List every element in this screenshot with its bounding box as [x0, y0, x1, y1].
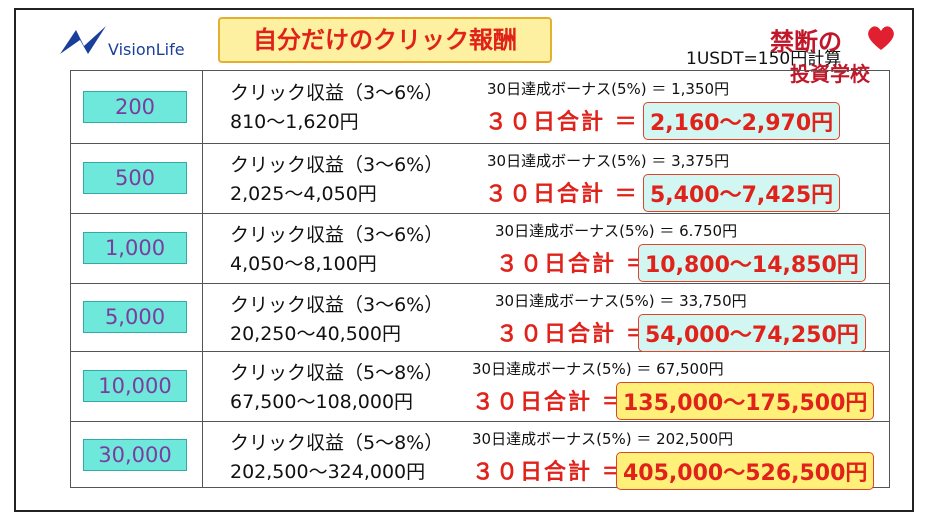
amount: 1,000 — [83, 232, 187, 264]
click-rate: クリック収益（3〜6%） — [230, 294, 444, 316]
click-range: 202,500〜324,000円 — [230, 461, 426, 483]
bonus: 30日達成ボーナス(5%) ＝ 33,750円 — [495, 292, 747, 310]
title: 自分だけのクリック報酬 — [218, 17, 552, 63]
total: 10,800〜14,850円 — [638, 244, 866, 282]
rate: 1USDT=150円計算 — [686, 49, 842, 69]
total-label: ３０日合計 ＝ — [496, 252, 650, 277]
click-rate: クリック収益（5〜8%） — [230, 432, 444, 454]
click-rate: クリック収益（5〜8%） — [230, 362, 444, 384]
click-rate: クリック収益（3〜6%） — [230, 82, 444, 104]
bonus: 30日達成ボーナス(5%) ＝ 67,500円 — [472, 360, 724, 378]
bonus: 30日達成ボーナス(5%) ＝ 3,375円 — [487, 152, 730, 170]
click-rate: クリック収益（3〜6%） — [230, 224, 444, 246]
click-range: 810〜1,620円 — [230, 111, 359, 133]
frame — [14, 8, 914, 512]
total: 54,000〜74,250円 — [638, 314, 866, 352]
click-range: 2,025〜4,050円 — [230, 183, 377, 205]
row-line — [71, 421, 889, 422]
amount: 200 — [83, 91, 187, 123]
bonus: 30日達成ボーナス(5%) ＝ 202,500円 — [472, 430, 734, 448]
click-range: 20,250〜40,500円 — [230, 323, 401, 345]
bonus: 30日達成ボーナス(5%) ＝ 6.750円 — [495, 222, 738, 240]
bonus: 30日達成ボーナス(5%) ＝ 1,350円 — [487, 80, 730, 98]
row-line — [71, 351, 889, 352]
total: 2,160〜2,970円 — [643, 102, 841, 140]
table — [70, 70, 890, 488]
total: 405,000〜526,500円 — [616, 452, 875, 490]
click-range: 4,050〜8,100円 — [230, 253, 377, 275]
row-line — [71, 283, 889, 284]
row-line — [71, 143, 889, 144]
amount: 500 — [83, 162, 187, 194]
total-label: ３０日合計 ＝ — [472, 390, 626, 415]
click-range: 67,500〜108,000円 — [230, 391, 414, 413]
total: 135,000〜175,500円 — [616, 382, 875, 420]
watermark-bottom: 投資学校 — [790, 62, 870, 86]
row-line — [71, 213, 889, 214]
column-line — [202, 71, 203, 487]
logo-icon — [60, 26, 106, 54]
amount: 10,000 — [83, 370, 187, 402]
amount: 5,000 — [83, 301, 187, 333]
logo: VisionLife — [108, 40, 185, 59]
amount: 30,000 — [83, 439, 187, 471]
heart — [868, 26, 894, 50]
total-label: ３０日合計 ＝ — [472, 460, 626, 485]
total: 5,400〜7,425円 — [643, 174, 841, 212]
total-label: ３０日合計 ＝ — [496, 322, 650, 347]
click-rate: クリック収益（3〜6%） — [230, 154, 444, 176]
total-label: ３０日合計 ＝ — [485, 110, 639, 135]
watermark-top: 禁断の — [770, 27, 842, 56]
total-label: ３０日合計 ＝ — [485, 182, 639, 207]
